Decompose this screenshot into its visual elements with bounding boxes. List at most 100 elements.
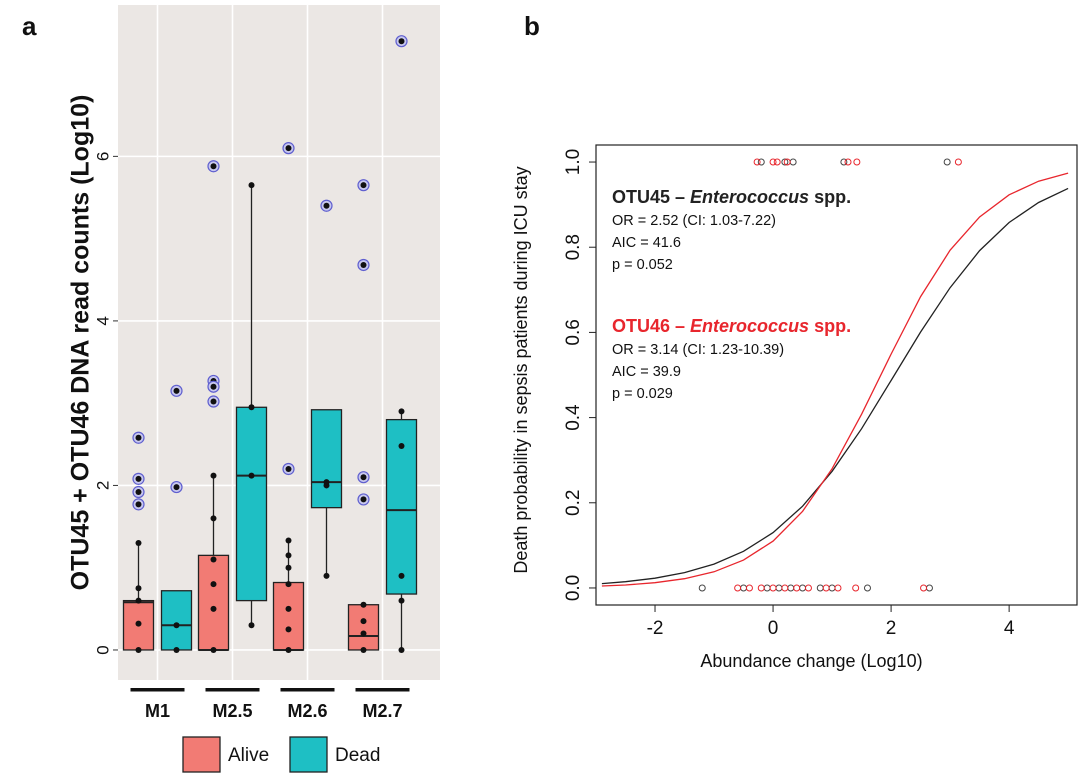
x-tick-label: 0 (768, 618, 779, 639)
data-point (210, 605, 217, 612)
annotation-title-part: OTU46 – (612, 316, 690, 336)
data-point (210, 472, 217, 479)
outlier (173, 484, 180, 491)
annotation-line: AIC = 39.9 (612, 364, 681, 380)
observation (740, 584, 748, 592)
observation (745, 584, 753, 592)
data-point (285, 564, 292, 571)
y-tick-label: 0.2 (563, 490, 584, 516)
data-point (135, 585, 142, 592)
box (235, 406, 268, 602)
x-tick-label: 4 (1004, 618, 1015, 639)
observation (783, 158, 791, 166)
outlier (210, 163, 217, 170)
legend-label: Alive (228, 745, 269, 766)
annotation-title-part: spp. (809, 187, 851, 207)
data-point (135, 597, 142, 604)
data-point (210, 515, 217, 522)
outlier (360, 474, 367, 481)
observation (781, 158, 789, 166)
data-point (248, 622, 255, 629)
data-point (360, 646, 367, 653)
panel-label: a (22, 11, 37, 41)
data-point (173, 646, 180, 653)
outlier (360, 182, 367, 189)
observation (954, 158, 962, 166)
data-point (285, 605, 292, 612)
y-tick-label: 0.4 (563, 404, 584, 431)
data-point (210, 646, 217, 653)
annotation-line: p = 0.029 (612, 386, 673, 402)
outlier (360, 261, 367, 268)
outlier (360, 496, 367, 503)
observation (943, 158, 951, 166)
observation (789, 158, 797, 166)
category-bar (130, 688, 185, 692)
x-tick-label: M2.5 (212, 701, 252, 721)
x-tick-label: M1 (145, 701, 170, 721)
y-tick-label: 0 (93, 645, 112, 654)
y-axis-label: Death probability in sepsis patients dur… (511, 166, 531, 573)
x-tick-label: M2.6 (287, 701, 327, 721)
outlier (135, 501, 142, 508)
data-point (248, 472, 255, 479)
observation (753, 158, 761, 166)
category-bar (205, 688, 260, 692)
y-tick-label: 2 (93, 481, 112, 490)
observation (920, 584, 928, 592)
data-point (135, 620, 142, 627)
data-point (248, 404, 255, 411)
data-point (285, 626, 292, 633)
outlier (210, 398, 217, 405)
observation (834, 584, 842, 592)
observation (763, 584, 771, 592)
observation (757, 584, 765, 592)
data-point (285, 646, 292, 653)
observation (698, 584, 706, 592)
observation (775, 584, 783, 592)
box (160, 590, 193, 651)
observation (773, 158, 781, 166)
data-point (398, 408, 405, 415)
observation (734, 584, 742, 592)
data-point (285, 552, 292, 559)
observation (769, 158, 777, 166)
observation (769, 584, 777, 592)
data-point (135, 646, 142, 653)
fit-curve (601, 187, 1069, 585)
y-tick-label: 6 (93, 152, 112, 161)
annotation-title-part: Enterococcus (690, 187, 809, 207)
y-axis-label: OTU45 + OTU46 DNA read counts (Log10) (67, 95, 95, 591)
y-tick-label: 4 (93, 316, 112, 325)
plot-frame (595, 144, 1078, 606)
outlier (135, 489, 142, 496)
outlier (285, 465, 292, 472)
outlier (398, 38, 405, 45)
outlier (210, 383, 217, 390)
y-tick-label: 0.0 (563, 575, 584, 601)
data-point (398, 597, 405, 604)
box (310, 409, 343, 509)
annotation-line: OR = 2.52 (CI: 1.03-7.22) (612, 213, 776, 229)
category-bar (355, 688, 410, 692)
outlier (135, 434, 142, 441)
x-tick-label: -2 (647, 618, 664, 639)
observation (799, 584, 807, 592)
outlier (135, 475, 142, 482)
data-point (360, 601, 367, 608)
data-point (135, 540, 142, 547)
observation (804, 584, 812, 592)
outlier (173, 387, 180, 394)
data-point (323, 572, 330, 579)
data-point (360, 618, 367, 625)
annotation-line: p = 0.052 (612, 257, 673, 273)
annotation-title-part: Enterococcus (690, 316, 809, 336)
legend-swatch (182, 736, 221, 773)
data-point (210, 581, 217, 588)
data-point (398, 442, 405, 449)
box (347, 604, 380, 651)
observation (757, 158, 765, 166)
data-point (323, 479, 330, 486)
box (272, 581, 305, 651)
data-point (210, 556, 217, 563)
